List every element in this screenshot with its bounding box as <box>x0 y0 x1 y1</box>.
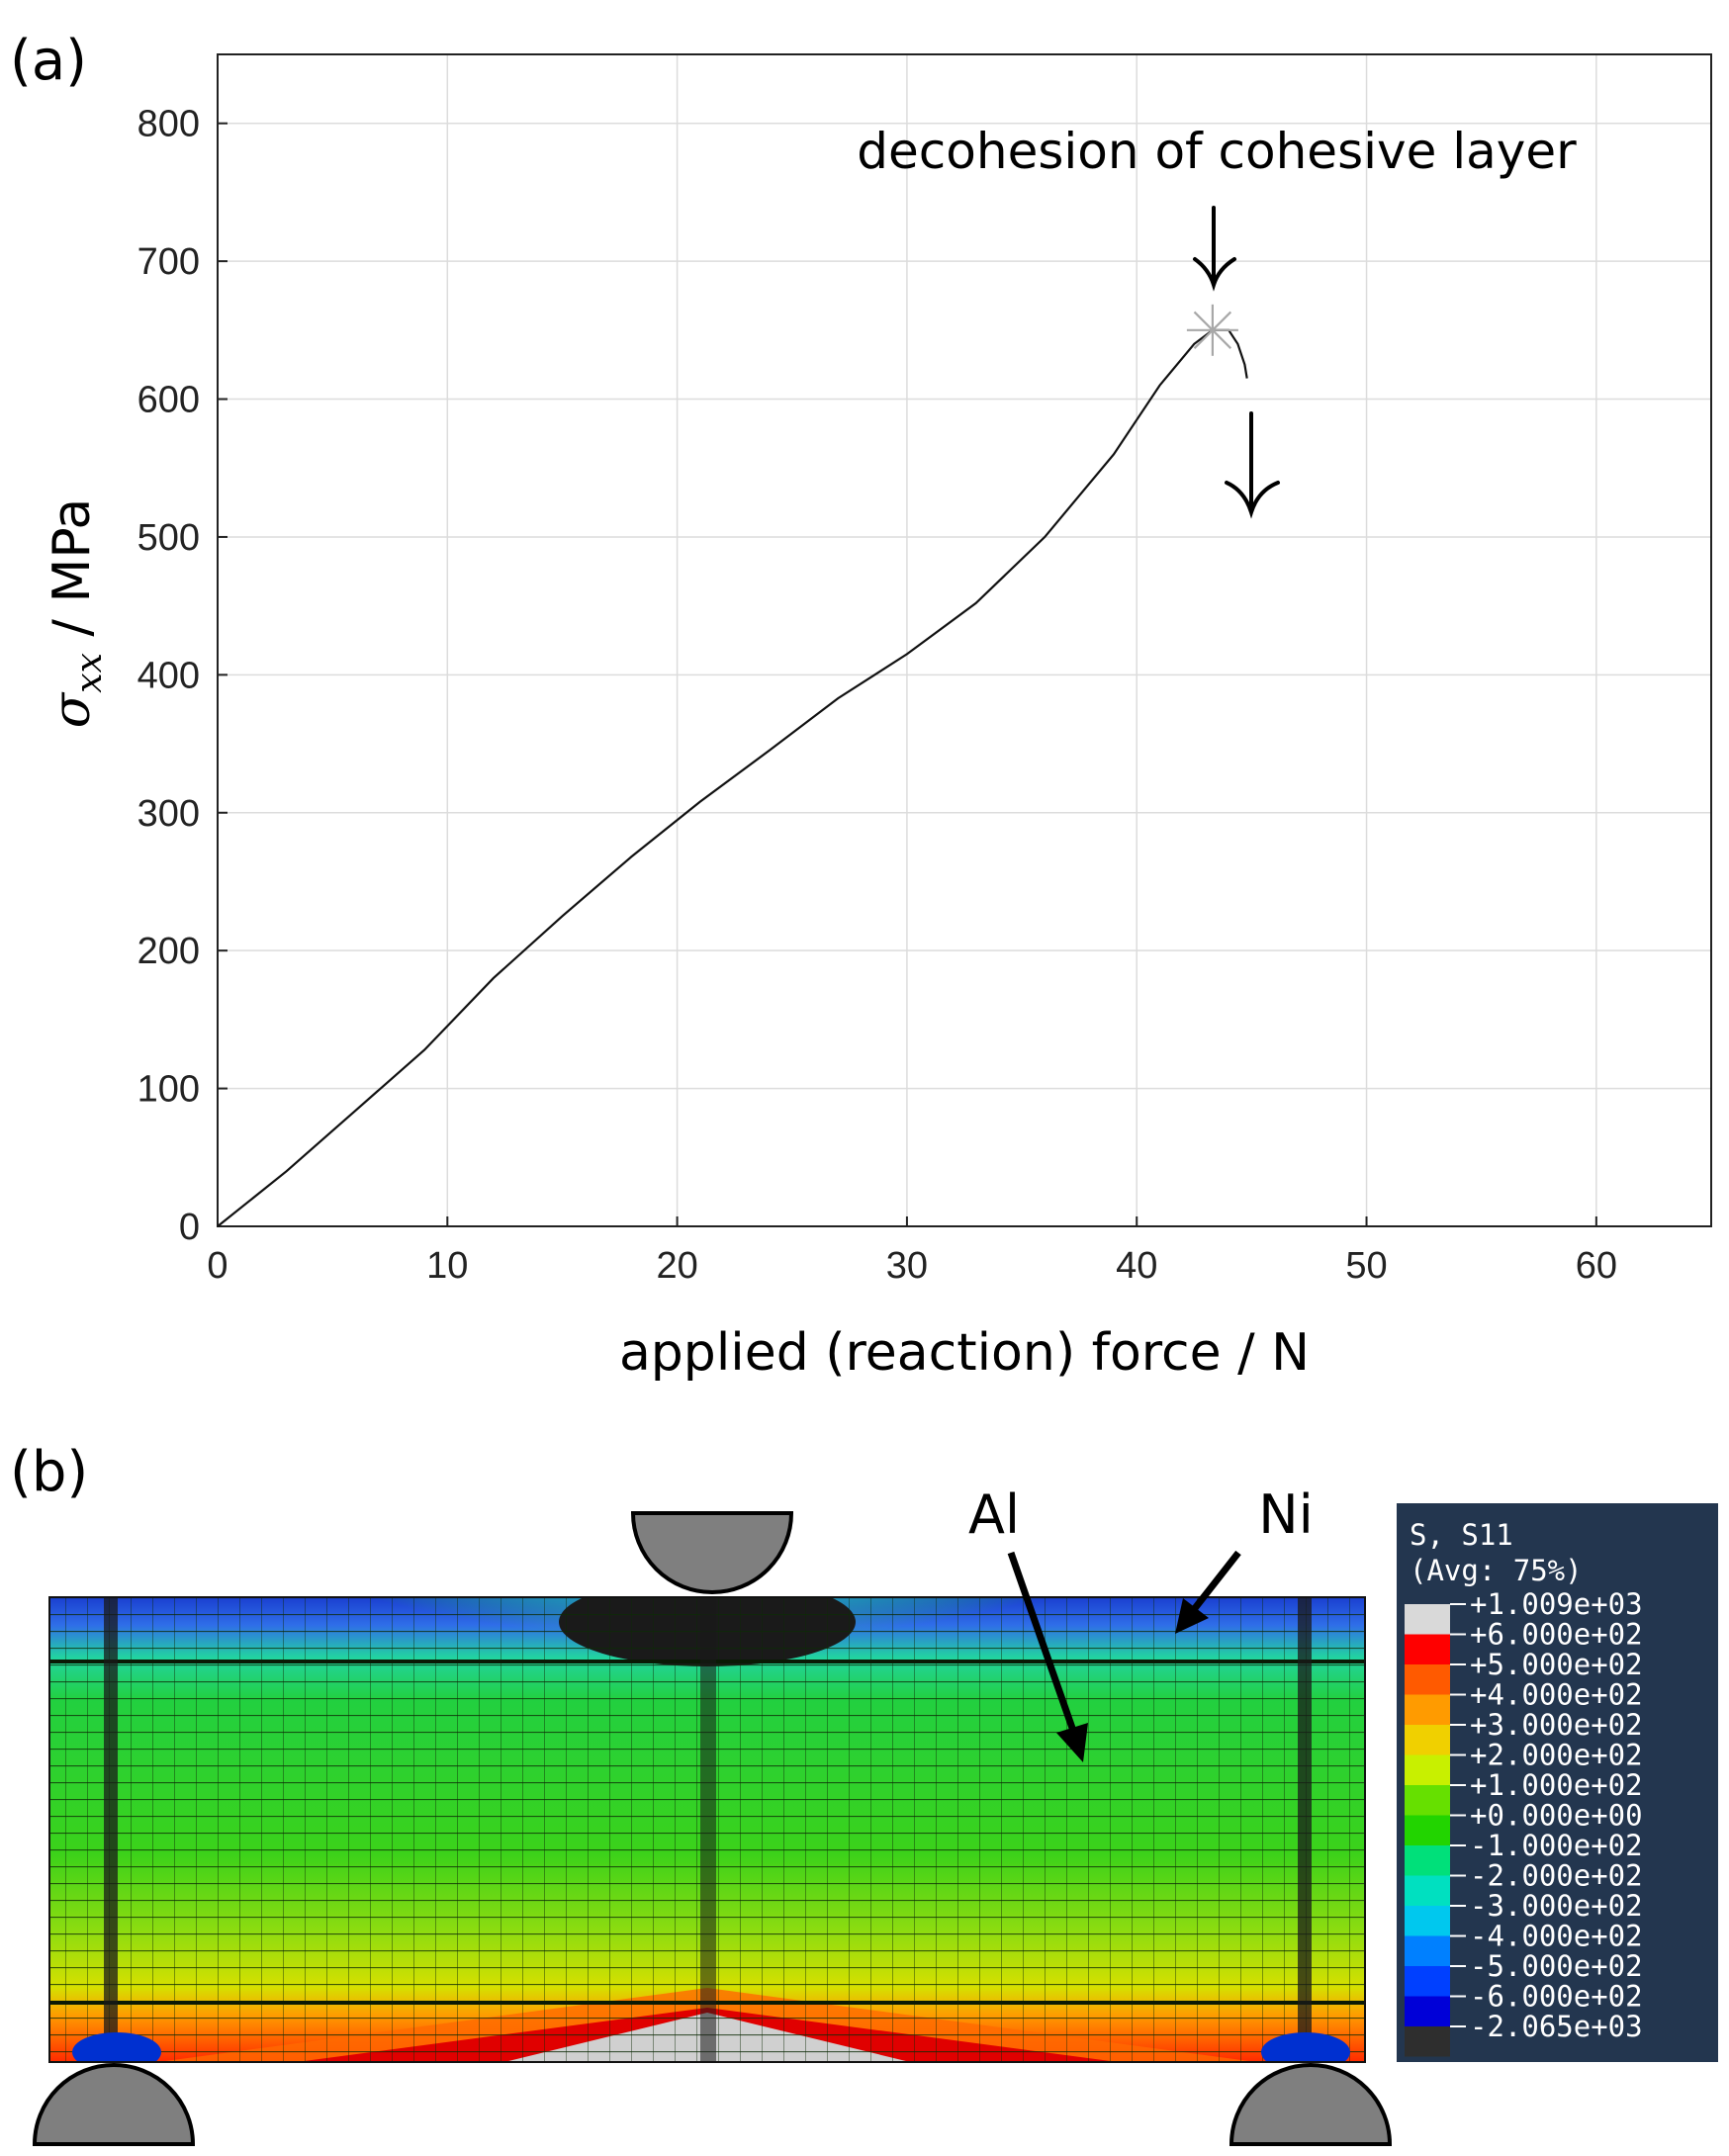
legend-level-label: +0.000e+00 <box>1470 1799 1643 1833</box>
legend-subtitle: (Avg: 75%) <box>1410 1554 1583 1587</box>
center-seam <box>700 1597 716 2062</box>
right-support <box>1228 2063 1393 2146</box>
y-tick-label: 600 <box>137 380 200 421</box>
x-tick-label: 40 <box>1116 1245 1157 1287</box>
legend-swatch <box>1405 1754 1450 1785</box>
panel-a-label: (a) <box>10 29 87 93</box>
asterisk-marker <box>1186 304 1238 356</box>
x-tick-label: 60 <box>1576 1245 1617 1287</box>
legend-swatch <box>1405 1694 1450 1725</box>
legend-level-label: -5.000e+02 <box>1470 1949 1643 1983</box>
x-tick-label: 20 <box>656 1245 697 1287</box>
asterisk-stroke <box>1193 311 1232 349</box>
legend-swatch <box>1405 1604 1450 1635</box>
label-ni: Ni <box>1258 1483 1313 1546</box>
legend-level-label: +4.000e+02 <box>1470 1678 1643 1712</box>
legend-swatch <box>1405 1845 1450 1876</box>
legend-level-label: -4.000e+02 <box>1470 1920 1643 1953</box>
y-tick-label: 400 <box>137 655 200 696</box>
down-arrow-icon <box>1225 411 1280 519</box>
legend-level-label: +5.000e+02 <box>1470 1648 1643 1681</box>
legend-title: S, S11 <box>1410 1518 1513 1552</box>
series-line <box>217 328 1248 1227</box>
legend-swatch <box>1405 2026 1450 2057</box>
beam-outline <box>48 1596 1366 2063</box>
loading-pin <box>630 1511 794 1594</box>
x-tick-label: 0 <box>207 1245 228 1287</box>
legend-level-label: -3.000e+02 <box>1470 1889 1643 1923</box>
stress-legend: S, S11 (Avg: 75%) +1.009e+03+6.000e+02+5… <box>1397 1503 1718 2062</box>
y-tick-label: 100 <box>137 1069 200 1111</box>
legend-level-label: -2.000e+02 <box>1470 1859 1643 1893</box>
legend-swatch <box>1405 1875 1450 1906</box>
legend-swatch <box>1405 1966 1450 1997</box>
x-tick-label: 30 <box>886 1245 928 1287</box>
left-support-contact <box>72 2032 161 2062</box>
legend-swatch <box>1405 1634 1450 1664</box>
legend-swatch <box>1405 1785 1450 1816</box>
y-tick-label: 200 <box>137 931 200 972</box>
y-tick-label: 800 <box>137 104 200 145</box>
legend-level-label: +3.000e+02 <box>1470 1708 1643 1742</box>
right-seam <box>1298 1597 1312 2062</box>
down-arrow-icon <box>1193 206 1236 292</box>
legend-swatch <box>1405 1815 1450 1845</box>
al-pointer-arrow <box>1007 1551 1088 1762</box>
y-tick-label: 300 <box>137 793 200 835</box>
x-tick-label: 10 <box>426 1245 468 1287</box>
legend-level-label: +1.009e+03 <box>1470 1587 1643 1621</box>
grid <box>218 54 1711 1226</box>
panel-b-label: (b) <box>10 1440 88 1504</box>
decohesion-annotation: decohesion of cohesive layer <box>857 123 1577 180</box>
legend-level-label: +6.000e+02 <box>1470 1618 1643 1652</box>
legend-swatch <box>1405 1906 1450 1936</box>
y-tick-label: 0 <box>179 1207 200 1248</box>
legend-level-label: +1.000e+02 <box>1470 1768 1643 1802</box>
legend-level-label: -1.000e+02 <box>1470 1829 1643 1862</box>
right-support-contact <box>1261 2032 1350 2062</box>
y-axis-label: σxx / MPa <box>43 498 110 728</box>
y-tick-label: 700 <box>137 241 200 283</box>
legend-swatch <box>1405 1996 1450 2026</box>
legend-level-label: -6.000e+02 <box>1470 1980 1643 2014</box>
left-seam <box>104 1597 118 2062</box>
legend-level-label: +2.000e+02 <box>1470 1739 1643 1772</box>
legend-swatch <box>1405 1725 1450 1755</box>
legend-swatch <box>1405 1664 1450 1695</box>
legend-background <box>1397 1503 1718 2062</box>
left-support <box>32 2063 196 2146</box>
label-al: Al <box>968 1483 1020 1546</box>
fem-beam <box>49 1597 1365 2062</box>
plot-frame <box>217 53 1712 1227</box>
x-tick-label: 50 <box>1345 1245 1387 1287</box>
legend-level-label: -2.065e+03 <box>1470 2010 1643 2043</box>
legend-swatch <box>1405 1935 1450 1966</box>
y-tick-label: 500 <box>137 517 200 559</box>
ni-pointer-arrow <box>1175 1550 1241 1634</box>
x-axis-label: applied (reaction) force / N <box>619 1323 1310 1383</box>
